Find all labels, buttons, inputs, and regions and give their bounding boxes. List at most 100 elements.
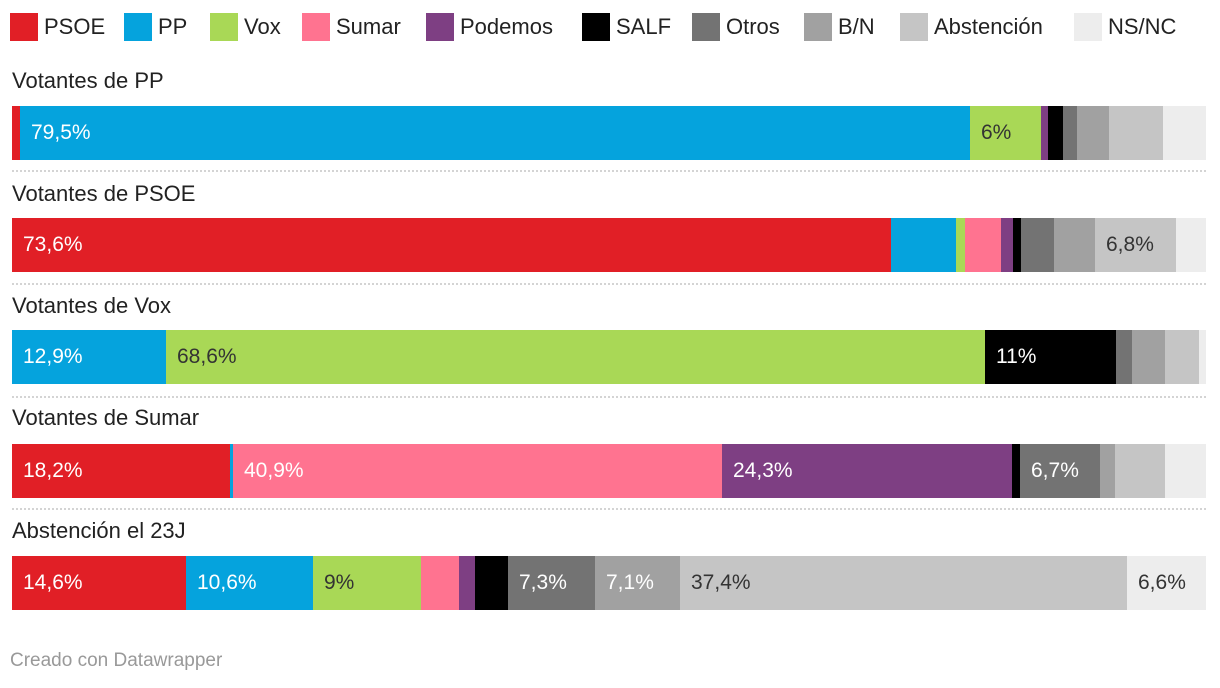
- bar-segment: [1054, 218, 1095, 272]
- row-label: Votantes de Vox: [12, 293, 172, 318]
- bar-segment: [1001, 218, 1013, 272]
- data-label: 7,1%: [606, 571, 654, 594]
- legend-label: Abstención: [934, 14, 1043, 39]
- credit-footer: Creado con Datawrapper: [10, 650, 223, 671]
- bar-segment: [186, 556, 313, 610]
- legend-label: SALF: [616, 14, 672, 39]
- bar-segment: [166, 330, 985, 384]
- data-label: 11%: [996, 345, 1037, 368]
- legend-label: Podemos: [460, 14, 553, 39]
- bar-segment: [1041, 106, 1048, 160]
- data-label: 9%: [324, 571, 355, 594]
- bar-segment: [233, 444, 722, 498]
- bar-segment: [459, 556, 475, 610]
- data-label: 10,6%: [197, 571, 257, 594]
- bar-segment: [891, 218, 956, 272]
- stacked-bar: 14,6% 10,6% 9% 7,3% 7,1% 37,4% 6,6%: [12, 556, 1206, 610]
- bar-segment: [680, 556, 1127, 610]
- bar-segment: [1077, 106, 1109, 160]
- legend-item: B/N: [804, 12, 875, 42]
- stacked-bar: 79,5% 6%: [12, 106, 1206, 160]
- legend-swatch: [124, 13, 152, 41]
- legend-item: Abstención: [900, 12, 1043, 42]
- data-label: 40,9%: [244, 459, 304, 482]
- legend-swatch: [210, 13, 238, 41]
- data-label: 68,6%: [177, 345, 237, 368]
- data-label: 7,3%: [519, 571, 567, 594]
- data-label: 37,4%: [691, 571, 751, 594]
- legend-label: NS/NC: [1108, 14, 1177, 39]
- bar-segment: [12, 444, 230, 498]
- legend-swatch: [426, 13, 454, 41]
- bar-segment: [1100, 444, 1115, 498]
- bar-segment: [1095, 218, 1176, 272]
- bar-segment: [12, 556, 186, 610]
- bar-segment: [970, 106, 1041, 160]
- data-label: 14,6%: [23, 571, 83, 594]
- bar-segment: [1012, 444, 1020, 498]
- data-label: 18,2%: [23, 459, 83, 482]
- row-label: Votantes de Sumar: [12, 405, 200, 430]
- data-label: 6,8%: [1106, 233, 1154, 256]
- bar-segment: [1132, 330, 1165, 384]
- bar-segment: [508, 556, 595, 610]
- bar-segment: [1163, 106, 1206, 160]
- bar-segment: [1109, 106, 1163, 160]
- bar-segment: [313, 556, 421, 610]
- data-label: 6,6%: [1138, 571, 1186, 594]
- data-label: 6,7%: [1031, 459, 1079, 482]
- row-label: Votantes de PP: [12, 68, 164, 93]
- legend-swatch: [302, 13, 330, 41]
- legend-swatch: [582, 13, 610, 41]
- legend-label: B/N: [838, 14, 875, 39]
- legend-item: Podemos: [426, 12, 553, 42]
- legend-item: Sumar: [302, 12, 401, 42]
- stacked-bar: 18,2% 40,9% 24,3% 6,7%: [12, 444, 1206, 498]
- legend-item: Otros: [692, 12, 780, 42]
- legend-swatch: [10, 13, 38, 41]
- row-separator: [12, 283, 1206, 285]
- legend-label: PSOE: [44, 14, 106, 39]
- bar-segment: [956, 218, 965, 272]
- bar-segment: [20, 106, 970, 160]
- bar-segment: [12, 330, 166, 384]
- stacked-bar: 12,9% 68,6% 11%: [12, 330, 1206, 384]
- legend-item: PSOE: [10, 12, 105, 42]
- legend-item: NS/NC: [1074, 12, 1176, 42]
- bar-segment: [1165, 330, 1199, 384]
- bar-segment: [12, 106, 20, 160]
- row-separator: [12, 396, 1206, 398]
- data-label: 24,3%: [733, 459, 793, 482]
- legend-label: Otros: [726, 14, 780, 39]
- bar-segment: [1115, 444, 1165, 498]
- bar-segment: [965, 218, 1001, 272]
- row-label: Abstención el 23J: [12, 518, 186, 543]
- bar-segment: [1176, 218, 1206, 272]
- legend-label: PP: [158, 14, 188, 39]
- bar-segment: [1048, 106, 1063, 160]
- bar-segment: [1021, 218, 1054, 272]
- row-separator: [12, 170, 1206, 172]
- legend-swatch: [900, 13, 928, 41]
- data-label: 79,5%: [31, 121, 91, 144]
- legend-item: Vox: [210, 12, 281, 42]
- legend-swatch: [692, 13, 720, 41]
- bar-segment: [1013, 218, 1021, 272]
- bar-segment: [230, 444, 233, 498]
- legend-label: Vox: [244, 14, 281, 39]
- legend-item: PP: [124, 12, 187, 42]
- bar-segment: [1127, 556, 1206, 610]
- bar-segment: [1063, 106, 1077, 160]
- legend-swatch: [804, 13, 832, 41]
- legend-label: Sumar: [336, 14, 401, 39]
- legend-item: SALF: [582, 12, 671, 42]
- bar-segment: [475, 556, 508, 610]
- bar-segment: [985, 330, 1116, 384]
- bar-segment: [421, 556, 459, 610]
- bar-segment: [595, 556, 680, 610]
- bar-segment: [1116, 330, 1132, 384]
- bar-segment: [1199, 330, 1206, 384]
- bar-segment: [1020, 444, 1100, 498]
- bar-segment: [1165, 444, 1206, 498]
- legend-swatch: [1074, 13, 1102, 41]
